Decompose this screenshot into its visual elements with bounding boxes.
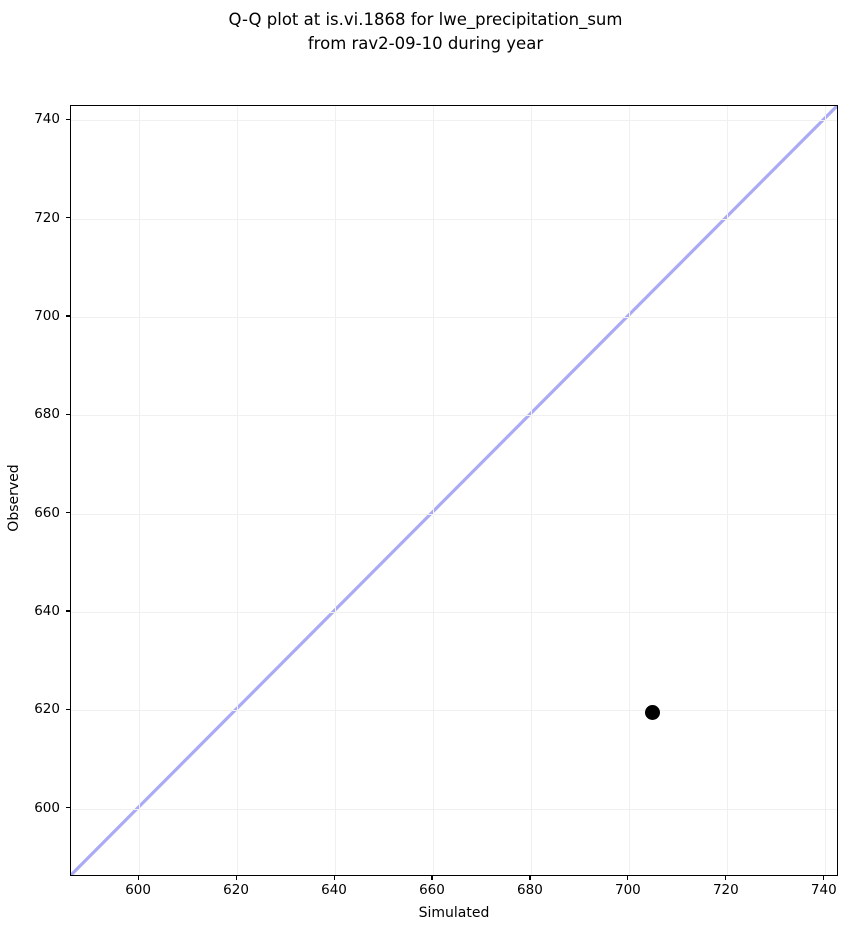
x-axis-tick: [529, 876, 531, 880]
x-axis-tick: [627, 876, 629, 880]
gridline-vertical: [726, 106, 728, 875]
y-axis-tick: [66, 413, 70, 415]
y-axis-tick: [66, 118, 70, 120]
y-axis-tick-label: 680: [34, 406, 60, 423]
x-axis-label: Simulated: [418, 905, 490, 921]
x-axis-tick-label: 600: [125, 882, 151, 898]
gridline-horizontal: [71, 513, 837, 515]
gridline-horizontal: [71, 808, 837, 810]
y-axis-tick-label: 660: [34, 504, 60, 521]
gridline-vertical: [432, 106, 434, 875]
gridline-horizontal: [71, 710, 837, 712]
x-axis-tick: [235, 876, 237, 880]
x-axis-tick-label: 640: [321, 882, 347, 898]
y-axis-tick-label: 720: [34, 209, 60, 226]
x-axis-tick: [137, 876, 139, 880]
chart-title: Q-Q plot at is.vi.1868 for lwe_precipita…: [228, 10, 623, 53]
x-axis-tick-label: 720: [712, 882, 739, 898]
y-axis-tick-label: 700: [34, 307, 60, 324]
y-axis-tick-label: 600: [34, 799, 60, 816]
y-axis-tick-label: 740: [34, 111, 60, 128]
y-axis-tick: [66, 512, 70, 514]
x-axis-tick: [431, 876, 433, 880]
x-axis-tick-label: 680: [517, 882, 543, 898]
y-axis-tick: [66, 807, 70, 809]
data-point: [644, 704, 660, 720]
x-axis-tick: [823, 876, 825, 880]
gridline-horizontal: [71, 415, 837, 417]
gridline-horizontal: [71, 120, 837, 122]
y-axis-label: Observed: [6, 464, 22, 532]
plot-axes-area: [70, 105, 838, 876]
y-axis-tick: [66, 217, 70, 219]
x-axis-tick: [333, 876, 335, 880]
x-axis-tick-label: 740: [810, 882, 837, 898]
gridline-horizontal: [71, 218, 837, 220]
one-to-one-line: [71, 106, 837, 875]
x-axis-tick-label: 660: [419, 882, 445, 898]
gridline-vertical: [335, 106, 336, 875]
gridline-horizontal: [71, 316, 837, 318]
gridline-vertical: [139, 106, 141, 875]
x-axis-tick-label: 700: [614, 882, 641, 898]
x-axis-tick: [725, 876, 727, 880]
y-axis-tick: [66, 610, 70, 612]
gridline-vertical: [824, 106, 826, 875]
y-axis-tick: [66, 708, 70, 710]
y-axis-tick: [66, 315, 70, 317]
gridline-vertical: [530, 106, 532, 875]
y-axis-tick-label: 640: [34, 602, 60, 619]
gridline-vertical: [628, 106, 630, 875]
y-axis-tick-label: 620: [34, 701, 60, 718]
x-axis-tick-label: 620: [223, 882, 249, 898]
gridline-horizontal: [71, 611, 837, 613]
gridline-vertical: [237, 106, 239, 875]
